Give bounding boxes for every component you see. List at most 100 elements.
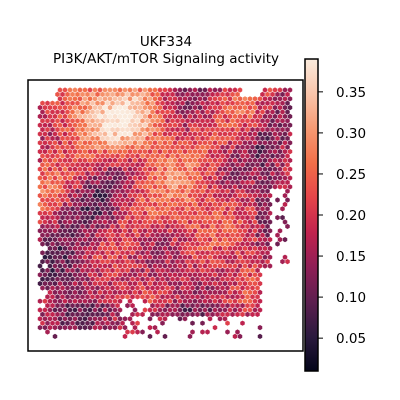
spot-marker [98, 307, 103, 312]
spot-marker [228, 290, 233, 295]
spot-marker [248, 96, 253, 101]
spot-marker [263, 158, 268, 163]
spot-marker [240, 215, 245, 220]
spot-marker [113, 175, 118, 180]
spot-marker [63, 272, 68, 277]
spot-marker [60, 250, 65, 255]
spot-marker [228, 307, 233, 312]
spot-marker [268, 228, 273, 233]
spot-marker [230, 233, 235, 238]
spot-marker [185, 259, 190, 264]
spot-marker [273, 149, 278, 154]
spot-marker [183, 131, 188, 136]
spot-marker [270, 136, 275, 141]
spot-marker [50, 224, 55, 229]
spot-marker [50, 233, 55, 238]
spot-marker [83, 96, 88, 101]
spot-marker [168, 263, 173, 268]
spot-marker [215, 259, 220, 264]
spot-marker [188, 87, 193, 92]
spot-marker [133, 175, 138, 180]
spot-marker [275, 197, 280, 202]
spot-marker [123, 263, 128, 268]
spot-marker [255, 189, 260, 194]
spot-marker [200, 197, 205, 202]
spot-marker [175, 136, 180, 141]
spot-marker [88, 149, 93, 154]
spot-marker [50, 145, 55, 150]
spot-marker [243, 114, 248, 119]
spot-marker [265, 241, 270, 246]
spot-marker [185, 101, 190, 106]
spot-marker [65, 294, 70, 299]
spot-marker [250, 259, 255, 264]
spot-marker [278, 114, 283, 119]
spot-marker [238, 140, 243, 145]
spot-marker [228, 228, 233, 233]
spot-marker [65, 145, 70, 150]
spot-marker [100, 101, 105, 106]
spot-marker [63, 167, 68, 172]
spot-marker [98, 219, 103, 224]
spot-marker [78, 290, 83, 295]
spot-marker [140, 127, 145, 132]
spot-marker [110, 153, 115, 158]
spot-marker [108, 272, 113, 277]
spot-marker [45, 180, 50, 185]
spot-marker [73, 202, 78, 207]
spot-marker [208, 316, 213, 321]
spot-marker [38, 325, 43, 330]
spot-marker [243, 228, 248, 233]
spot-marker [143, 105, 148, 110]
spot-marker [160, 303, 165, 308]
spot-marker [148, 299, 153, 304]
spot-marker [218, 281, 223, 286]
spot-marker [53, 123, 58, 128]
spot-marker [165, 145, 170, 150]
spot-marker [88, 202, 93, 207]
spot-marker [68, 255, 73, 260]
spot-marker [190, 259, 195, 264]
spot-marker [200, 241, 205, 246]
spot-marker [230, 109, 235, 114]
spot-marker [193, 281, 198, 286]
spot-marker [203, 299, 208, 304]
spot-marker [215, 101, 220, 106]
spot-marker [163, 334, 168, 339]
spot-marker [210, 206, 215, 211]
spot-marker [118, 96, 123, 101]
spot-marker [90, 136, 95, 141]
spot-marker [218, 96, 223, 101]
spot-marker [238, 184, 243, 189]
spot-marker [108, 175, 113, 180]
spot-marker [235, 329, 240, 334]
spot-marker [38, 237, 43, 242]
spot-marker [150, 101, 155, 106]
spot-marker [208, 237, 213, 242]
spot-marker [95, 145, 100, 150]
spot-marker [208, 140, 213, 145]
spot-marker [230, 92, 235, 97]
spot-marker [263, 202, 268, 207]
spot-marker [133, 255, 138, 260]
spot-marker [260, 233, 265, 238]
spot-marker [60, 321, 65, 326]
spot-marker [43, 316, 48, 321]
spot-marker [150, 162, 155, 167]
spot-marker [123, 290, 128, 295]
spot-marker [78, 158, 83, 163]
spot-marker [173, 202, 178, 207]
spot-marker [65, 127, 70, 132]
spot-marker [260, 127, 265, 132]
spot-marker [43, 175, 48, 180]
spot-marker [228, 263, 233, 268]
spot-marker [245, 101, 250, 106]
spot-marker [98, 167, 103, 172]
spot-marker [185, 233, 190, 238]
spot-marker [233, 202, 238, 207]
spot-marker [215, 153, 220, 158]
spot-marker [80, 197, 85, 202]
spot-marker [43, 193, 48, 198]
spot-marker [283, 96, 288, 101]
spot-marker [90, 101, 95, 106]
